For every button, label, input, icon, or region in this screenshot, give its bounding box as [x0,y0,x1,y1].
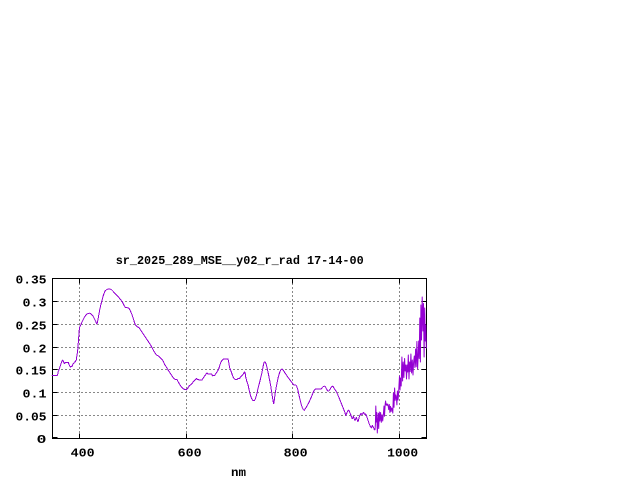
svg-text:0.05: 0.05 [16,411,47,425]
svg-text:0.1: 0.1 [23,388,47,402]
svg-text:0.15: 0.15 [16,365,47,379]
svg-text:600: 600 [178,447,202,461]
svg-text:0.2: 0.2 [23,343,47,357]
svg-text:0.25: 0.25 [16,320,47,334]
svg-text:0.3: 0.3 [23,297,47,311]
svg-text:400: 400 [71,447,95,461]
svg-text:0: 0 [37,433,47,447]
svg-text:1000: 1000 [387,447,418,461]
svg-text:nm: nm [231,466,246,480]
svg-text:800: 800 [284,447,308,461]
svg-text:sr_2025_289_MSE__y02_r_rad 17-: sr_2025_289_MSE__y02_r_rad 17-14-00 [116,254,364,268]
svg-text:0.35: 0.35 [16,274,47,288]
